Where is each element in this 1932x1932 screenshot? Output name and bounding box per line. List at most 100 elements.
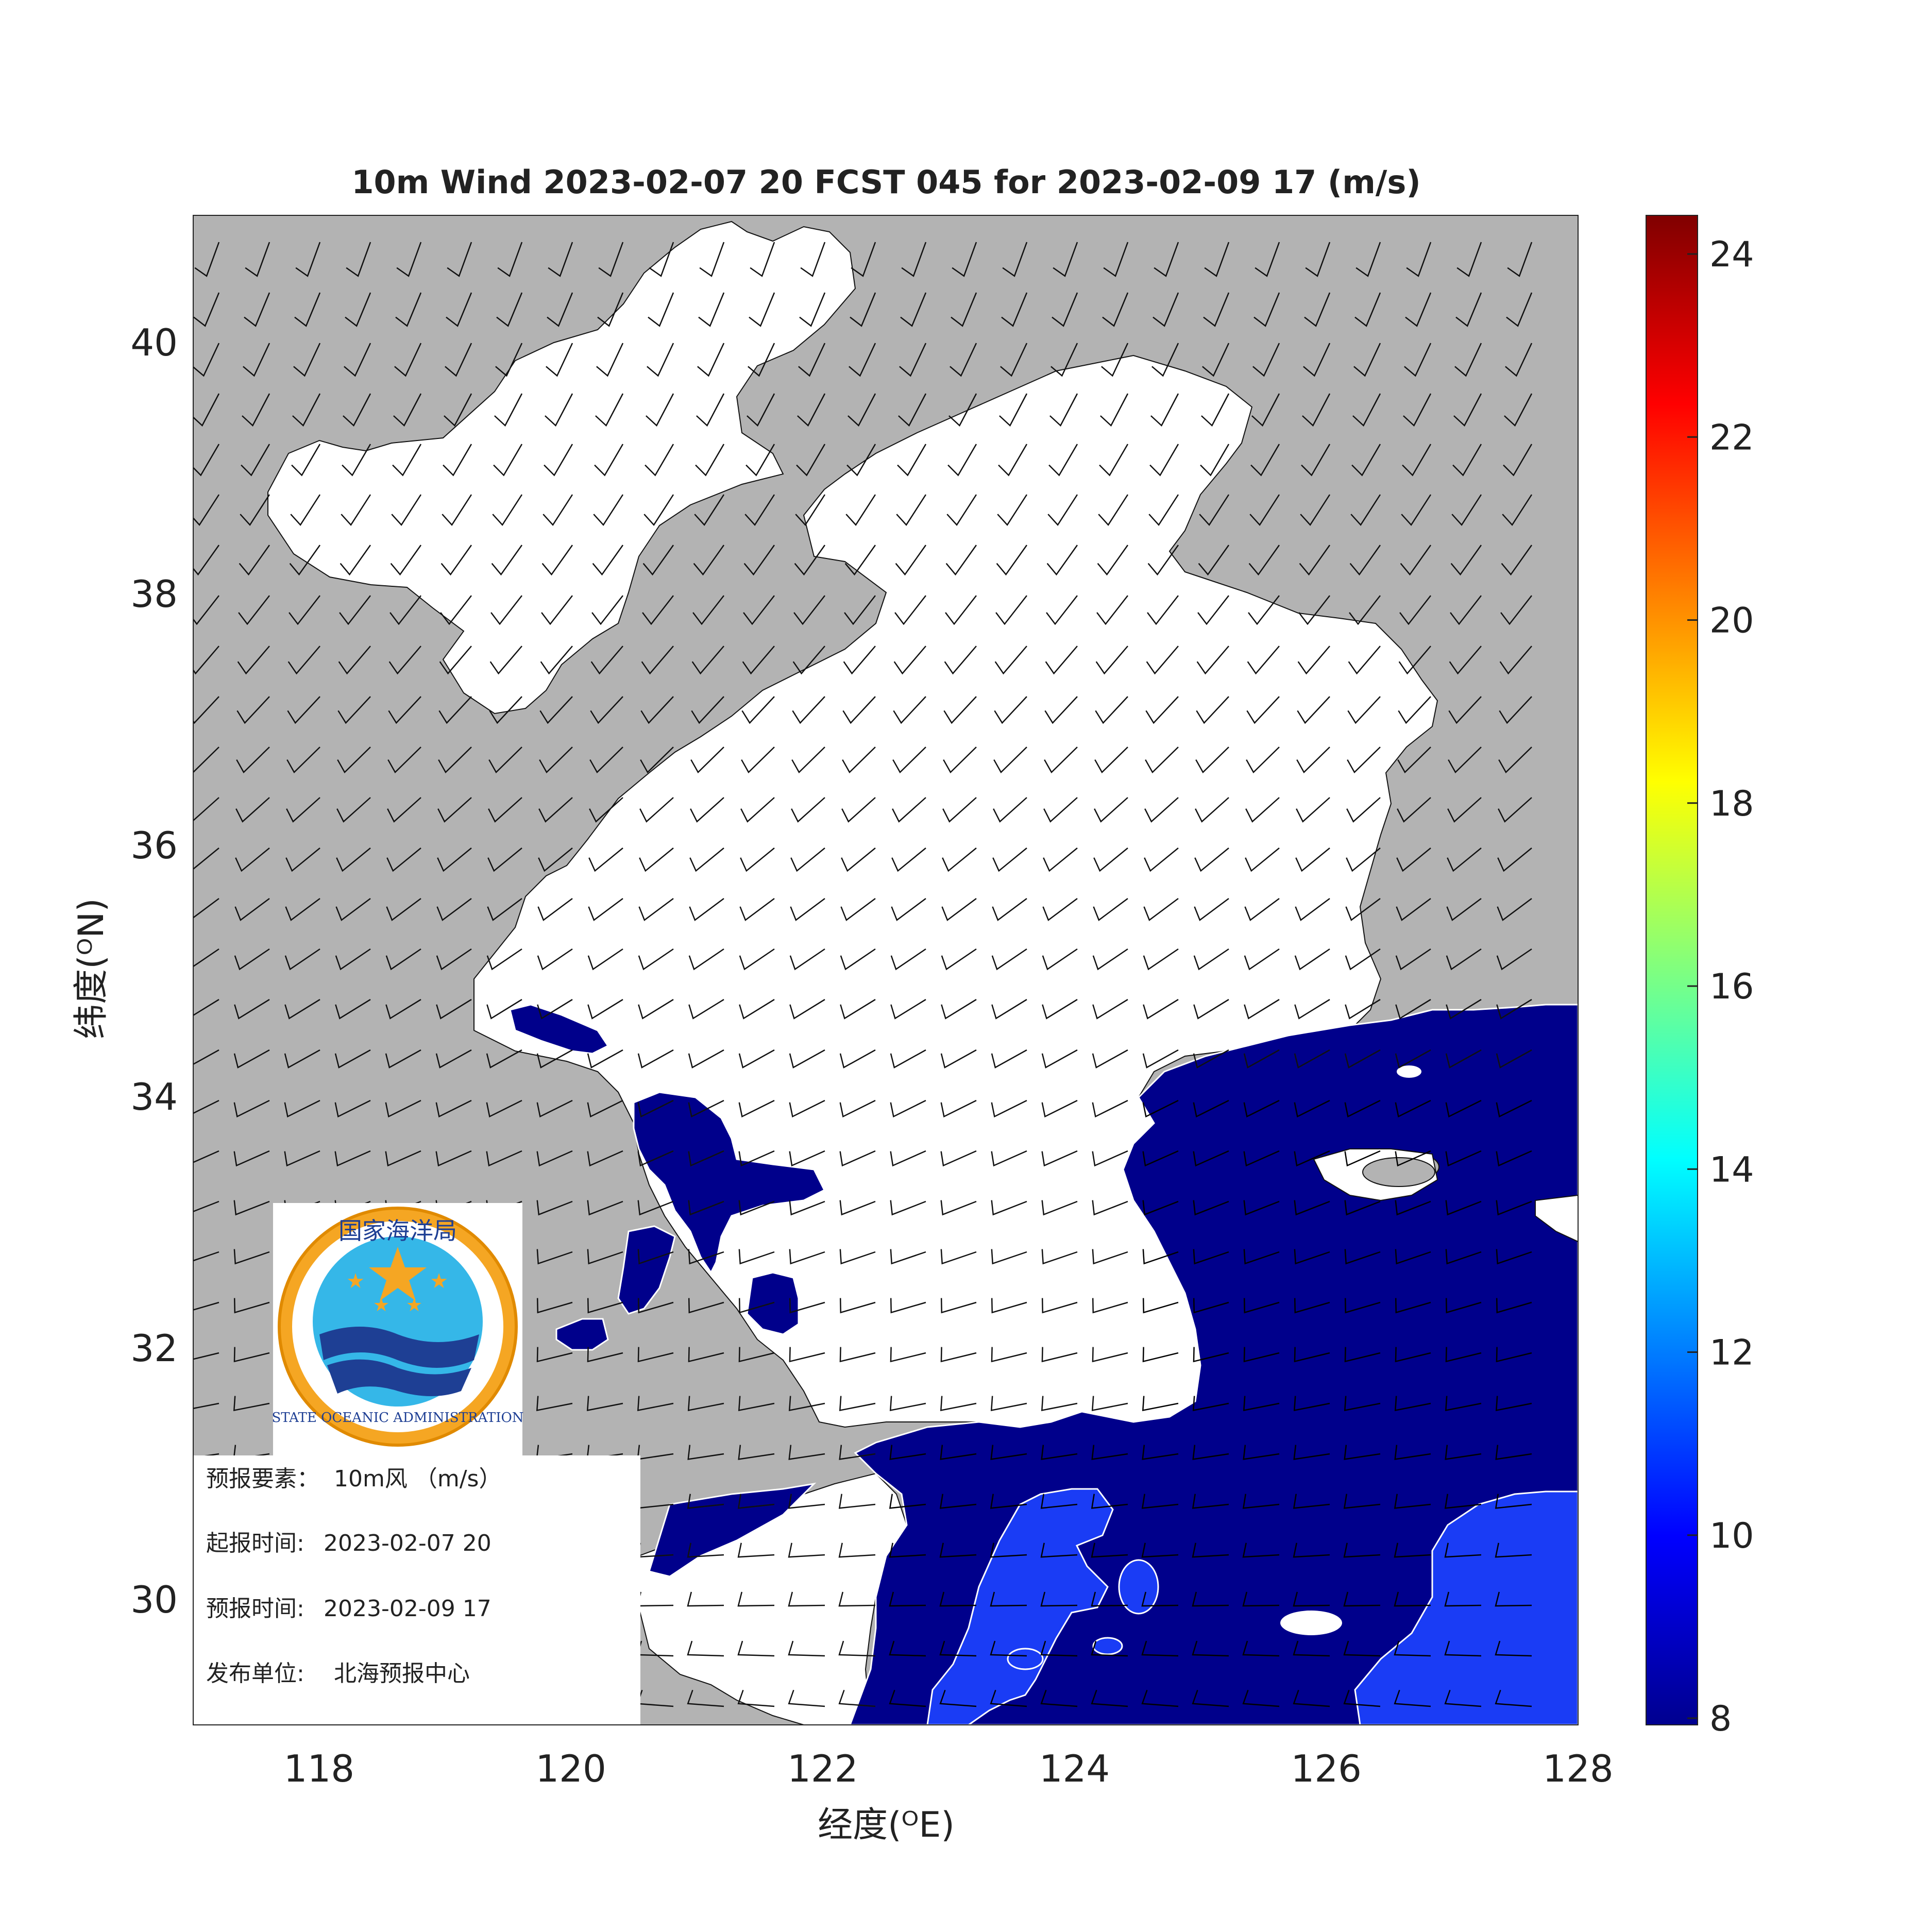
wind-barb [839,1249,876,1265]
wind-barb [738,1347,775,1363]
wind-barb [687,1543,724,1558]
wind-barb [435,1099,472,1118]
white-pocket-east [1535,1194,1578,1243]
jeju-island-top [1362,1157,1435,1187]
wind-barb [1346,848,1381,872]
wind-barb [291,444,321,477]
wind-barb [838,1494,876,1509]
wind-barb [244,292,270,327]
wind-barb [1405,292,1432,327]
wind-barb [1243,1396,1280,1412]
wind-barb [1001,292,1028,327]
wind-barb [1445,1298,1482,1314]
wind-barb [991,1049,1027,1069]
wind-barb [234,998,270,1020]
band-8-10-patch-c [555,1318,609,1351]
wind-barb [1151,343,1179,377]
wind-barb [637,1298,674,1314]
wind-barb [233,1150,270,1167]
wind-barb [889,1640,926,1657]
wind-barb [991,1200,1027,1216]
wind-barb [346,242,371,277]
wind-barb [241,444,270,477]
wind-barb [1395,1347,1431,1363]
wind-barb [1049,393,1078,427]
wind-barb [991,1298,1027,1314]
wind-barb [436,948,472,971]
wind-barb [1091,1689,1128,1707]
wind-barb [839,1347,876,1363]
wind-barb [1495,1445,1532,1460]
wind-barb [899,343,927,377]
wind-barb [742,646,775,675]
wind-barb [1447,848,1482,872]
wind-barb [642,595,674,625]
wind-barb [339,595,371,625]
wind-barb [1506,292,1533,327]
wind-barb [587,948,623,971]
wind-barb [1496,1150,1532,1167]
wind-barb [1294,1298,1330,1314]
y-tick-label: 36 [130,824,178,867]
wind-barb [639,797,674,823]
wind-barb [1495,1494,1532,1509]
wind-barb [688,1099,724,1118]
wind-barb [739,897,775,921]
wind-barb [1243,1445,1280,1460]
wind-barb [193,897,219,919]
wind-barb [1394,1445,1431,1460]
wind-barb [1194,848,1229,872]
wind-barb [394,343,422,377]
wind-barb [839,1445,876,1460]
wind-barb [490,595,522,625]
wind-barb [1193,1049,1229,1069]
wind-barb [950,343,977,377]
wind-barb [944,646,977,675]
wind-barb [687,1640,724,1657]
wind-barb [839,1298,876,1314]
wind-barb [1453,393,1482,427]
wind-barb [889,1689,926,1707]
wind-barb [1396,897,1431,921]
wind-barb [688,998,724,1020]
wind-barb [743,545,775,576]
wind-barb [487,848,522,872]
wind-barb [385,998,421,1020]
logo-star-big [369,1247,427,1301]
wind-barb [642,545,674,576]
wind-barb [1246,747,1280,774]
wind-barb [896,494,927,526]
wind-barb [1450,595,1482,625]
wind-barb [889,1591,926,1607]
wind-barb [1354,292,1381,327]
wind-barb [1248,545,1280,576]
wind-barb [1301,444,1331,477]
wind-barb [1348,646,1381,675]
wind-barb [1199,494,1230,526]
wind-barb [1142,1049,1179,1069]
wind-barb [740,848,775,872]
wind-barb [1395,1249,1431,1265]
wind-barb [1451,494,1482,526]
wind-barb [845,494,876,526]
wind-barb [737,1591,775,1607]
wind-barb [1253,292,1280,327]
wind-barb [444,393,472,427]
wind-barb [990,1640,1027,1657]
wind-barb [793,595,825,625]
y-axis-ticks: 40 38 36 34 32 30 [130,321,178,1621]
wind-barb [337,747,371,774]
wind-barb [842,696,876,724]
wind-barb [842,747,876,774]
wind-barb [789,1200,825,1216]
x-tick-label: 118 [284,1747,354,1790]
wind-barb [1091,1591,1128,1607]
wind-barb [1449,646,1482,675]
wind-barb [1496,1049,1532,1069]
wind-barb [1146,646,1179,675]
wind-barb [536,1298,573,1314]
band-10-12-c [1118,1559,1159,1615]
info-valid-label: 预报时间: [206,1596,304,1622]
wind-barb [1141,1689,1179,1707]
wind-barb [788,1445,825,1460]
